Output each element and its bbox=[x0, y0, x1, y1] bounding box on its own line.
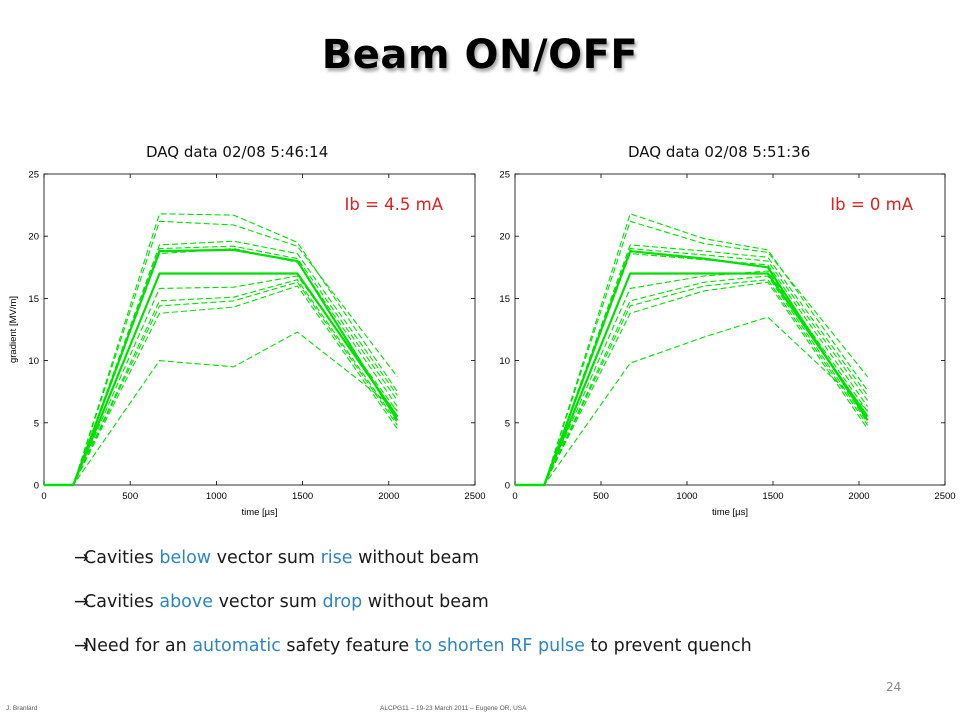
beam-current-annotation: Ib = 4.5 mA bbox=[344, 195, 443, 214]
bullet-item: →Cavities above vector sum drop without … bbox=[74, 589, 752, 633]
y-tick-label: 20 bbox=[499, 232, 510, 243]
x-tick-label: 1500 bbox=[292, 491, 313, 502]
series-line bbox=[515, 279, 869, 486]
bullet-item: →Need for an automatic safety feature to… bbox=[74, 633, 752, 677]
series-line bbox=[515, 316, 868, 486]
series-line bbox=[515, 281, 869, 486]
series-line bbox=[515, 275, 869, 486]
bullet-text: to prevent quench bbox=[584, 636, 752, 656]
x-tick-label: 2000 bbox=[378, 491, 399, 502]
series-line bbox=[44, 331, 398, 486]
bullet-text: without beam bbox=[352, 548, 480, 568]
x-tick-label: 500 bbox=[122, 491, 138, 502]
series-line bbox=[44, 275, 398, 486]
series-line bbox=[515, 248, 869, 486]
series-line bbox=[515, 249, 869, 487]
x-tick-label: 2500 bbox=[464, 491, 485, 502]
bullet-text: Need for an bbox=[84, 636, 193, 656]
series-line bbox=[44, 248, 398, 486]
y-axis-label: gradient [MV/m] bbox=[8, 296, 19, 363]
plot-area bbox=[43, 173, 476, 486]
highlighted-text: above bbox=[159, 592, 214, 612]
series-line bbox=[44, 281, 398, 486]
highlighted-text: rise bbox=[320, 548, 353, 568]
arrow-icon: → bbox=[74, 636, 89, 656]
x-tick-label: 2500 bbox=[934, 491, 955, 502]
beam-current-annotation: Ib = 0 mA bbox=[830, 195, 913, 214]
x-tick-label: 1000 bbox=[206, 491, 227, 502]
slide-title: Beam ON/OFF bbox=[321, 32, 639, 78]
series-line bbox=[44, 240, 398, 486]
series-line bbox=[515, 270, 869, 486]
y-tick-label: 0 bbox=[505, 481, 510, 492]
arrow-icon: → bbox=[74, 592, 89, 612]
y-tick-label: 10 bbox=[499, 356, 510, 367]
x-tick-label: 1500 bbox=[762, 491, 783, 502]
series-line bbox=[44, 248, 399, 487]
y-tick-label: 5 bbox=[34, 418, 39, 429]
series-line bbox=[44, 245, 398, 486]
page-number: 24 bbox=[886, 680, 902, 694]
highlighted-text: to shorten RF pulse bbox=[414, 636, 585, 656]
bullet-text: Cavities bbox=[84, 548, 160, 568]
bullet-text: vector sum bbox=[213, 592, 323, 612]
highlighted-text: automatic bbox=[192, 636, 281, 656]
bullet-list: →Cavities below vector sum rise without … bbox=[74, 545, 752, 677]
series-line bbox=[515, 220, 869, 486]
chart-right-caption: DAQ data 02/08 5:51:36 bbox=[628, 143, 811, 161]
series-line bbox=[44, 220, 398, 486]
y-tick-label: 5 bbox=[505, 418, 510, 429]
x-tick-label: 1000 bbox=[676, 491, 697, 502]
bullet-text: without beam bbox=[362, 592, 489, 612]
y-tick-label: 10 bbox=[28, 356, 39, 367]
highlighted-text: below bbox=[159, 548, 212, 568]
bullet-text: safety feature bbox=[280, 636, 415, 656]
x-tick-label: 500 bbox=[593, 491, 609, 502]
highlighted-text: drop bbox=[322, 592, 363, 612]
bullet-text: vector sum bbox=[211, 548, 321, 568]
bullet-item: →Cavities below vector sum rise without … bbox=[74, 545, 752, 589]
footer-author: J. Branlard bbox=[6, 705, 38, 712]
arrow-icon: → bbox=[74, 548, 89, 568]
chart-left-caption: DAQ data 02/08 5:46:14 bbox=[146, 143, 329, 161]
bullet-text: Cavities bbox=[84, 592, 160, 612]
x-axis-label: time [µs] bbox=[241, 507, 277, 518]
x-tick-label: 2000 bbox=[848, 491, 869, 502]
y-tick-label: 25 bbox=[499, 170, 510, 181]
y-tick-label: 15 bbox=[28, 294, 39, 305]
x-tick-label: 0 bbox=[512, 491, 517, 502]
series-line bbox=[515, 244, 869, 486]
series-line bbox=[515, 213, 869, 486]
x-axis-label: time [µs] bbox=[712, 507, 748, 518]
chart-left-beam-on: 0 500 1000 1500 2000 2500 0 5 10 15 20 25 time [µs] g… bbox=[8, 170, 486, 519]
footer-conference: ALCPG11 – 19-23 March 2011 – Eugene OR, … bbox=[380, 705, 527, 712]
series-line bbox=[44, 213, 398, 486]
y-tick-label: 0 bbox=[34, 481, 39, 492]
y-tick-label: 15 bbox=[499, 294, 510, 305]
series-line bbox=[44, 285, 398, 486]
x-tick-label: 0 bbox=[41, 491, 46, 502]
series-line bbox=[515, 253, 869, 486]
y-tick-label: 20 bbox=[28, 232, 39, 243]
chart-right-beam-off: 0 500 1000 1500 2000 2500 0 5 10 15 20 25 time [µs] I… bbox=[499, 170, 955, 519]
y-tick-label: 25 bbox=[28, 170, 39, 181]
